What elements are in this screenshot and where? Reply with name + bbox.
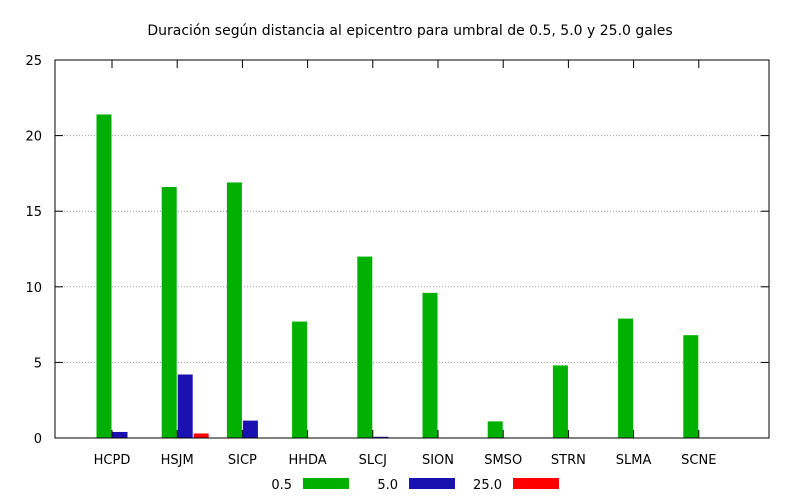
x-tick-label: SLMA [616, 453, 652, 468]
y-axis: 0 5 10 15 20 25 [25, 54, 769, 447]
bars [96, 114, 699, 438]
y-tick-label: 5 [34, 356, 42, 371]
grid-lines [55, 135, 769, 363]
x-tick-label: STRN [551, 453, 586, 468]
y-tick-label: 25 [25, 54, 42, 69]
bar-scne-0_5 [683, 335, 699, 438]
x-tick-label: SMSO [484, 453, 522, 468]
bar-smso-0_5 [487, 421, 503, 438]
x-axis: HCPD HSJM SICP HHDA SLCJ SION SMSO STRN SLMA SCNE [94, 60, 716, 468]
bar-slcj-0_5 [357, 256, 373, 438]
bar-hcpd-5_0 [112, 431, 128, 438]
legend-label-25_0: 25.0 [473, 478, 502, 493]
bar-slma-0_5 [618, 318, 634, 438]
bar-hcpd-0_5 [96, 114, 112, 438]
bar-sicp-5_0 [242, 420, 258, 438]
bar-sicp-0_5 [226, 182, 242, 438]
x-tick-label: SCNE [681, 453, 716, 468]
bar-hsjm-25_0 [193, 433, 209, 438]
bar-hsjm-0_5 [161, 187, 177, 438]
y-tick-label: 20 [25, 130, 42, 145]
legend: 0.5 5.0 25.0 [271, 478, 559, 493]
y-tick-label: 0 [34, 432, 42, 447]
legend-label-0_5: 0.5 [271, 478, 292, 493]
legend-swatch-25_0 [513, 478, 559, 489]
bar-strn-0_5 [552, 365, 568, 438]
bar-slcj-5_0 [373, 436, 389, 438]
x-tick-label: SICP [228, 453, 257, 468]
y-tick-label: 15 [25, 205, 42, 220]
chart-title: Duración según distancia al epicentro pa… [147, 23, 672, 39]
x-tick-label: HSJM [161, 453, 194, 468]
legend-label-5_0: 5.0 [377, 478, 398, 493]
legend-swatch-5_0 [409, 478, 455, 489]
x-tick-label: HHDA [288, 453, 326, 468]
y-tick-label: 10 [25, 281, 42, 296]
legend-swatch-0_5 [303, 478, 349, 489]
bar-sion-0_5 [422, 292, 438, 438]
plot-frame [54, 59, 770, 439]
bar-hhda-0_5 [292, 321, 308, 438]
x-tick-label: SLCJ [359, 453, 387, 468]
x-tick-label: SION [422, 453, 454, 468]
x-tick-label: HCPD [94, 453, 131, 468]
bar-hsjm-5_0 [177, 374, 193, 438]
